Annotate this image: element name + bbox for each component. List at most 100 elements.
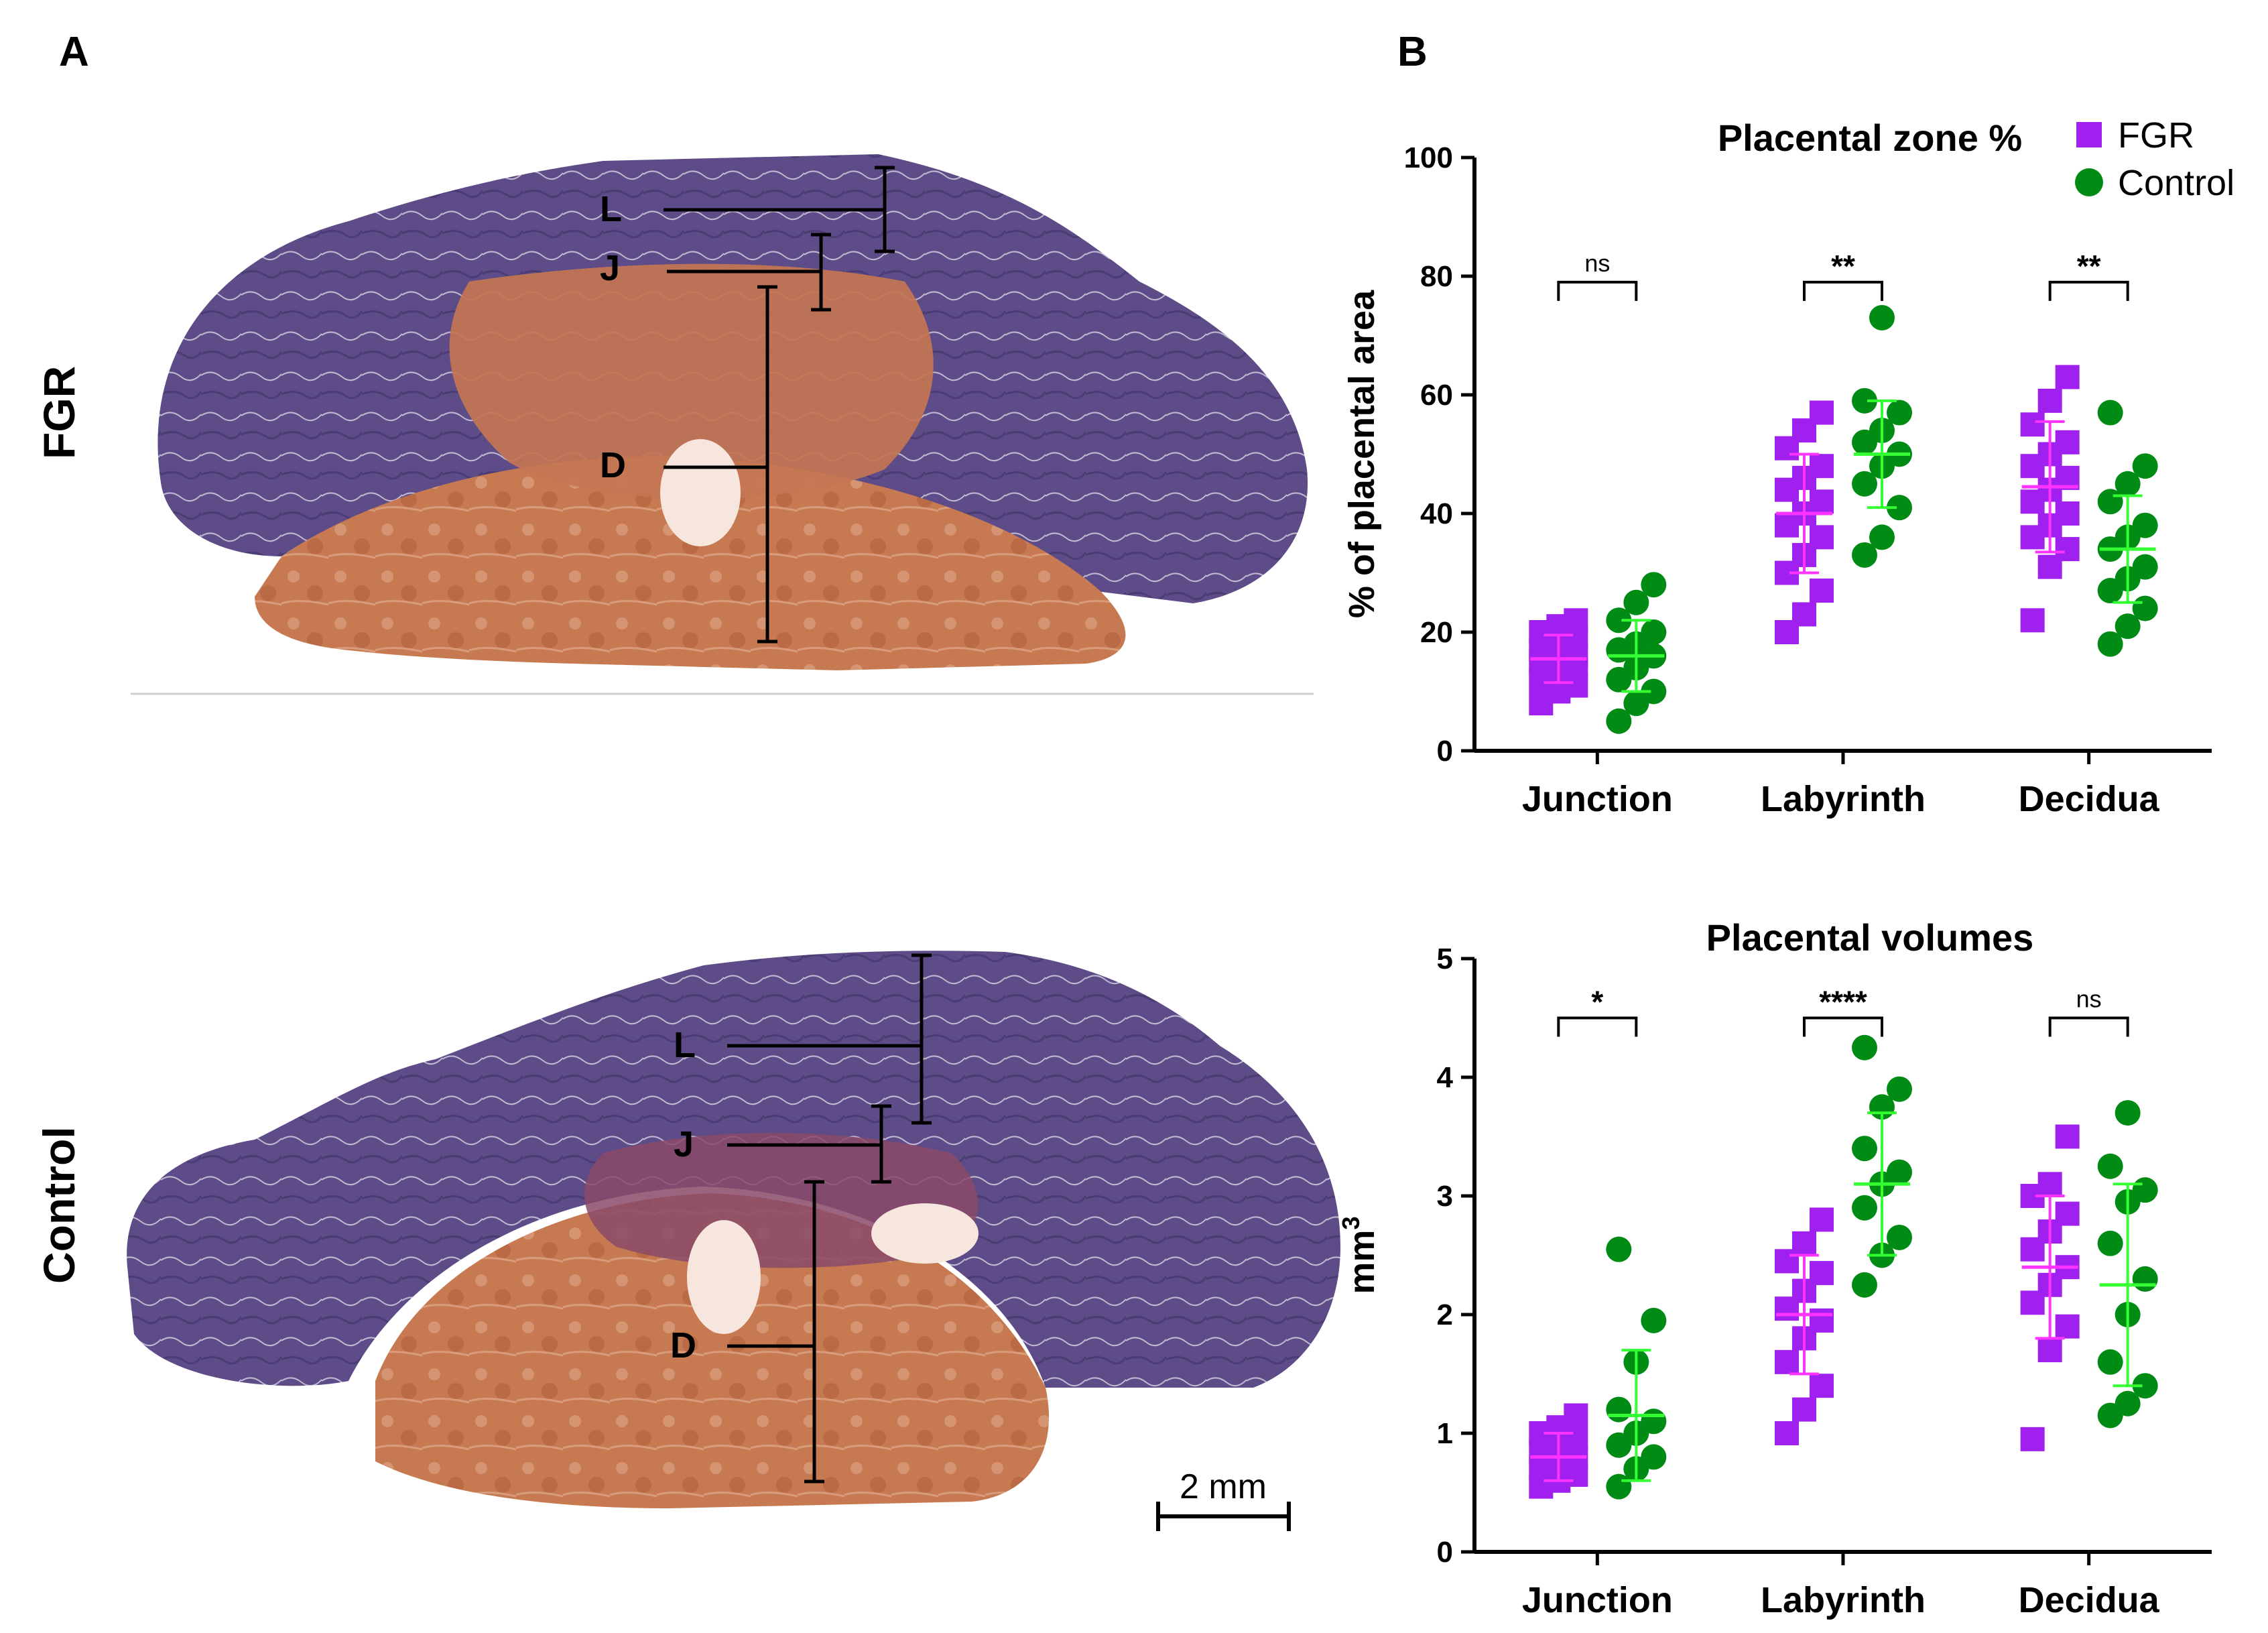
control-point — [1887, 1076, 1912, 1102]
control-point — [1641, 619, 1667, 645]
x-tick-label: Decidua — [2019, 1580, 2160, 1620]
control-point — [2132, 554, 2158, 580]
fgr-zone-d: D — [600, 445, 626, 485]
scale-bar — [1156, 1502, 1291, 1531]
legend: FGR Control — [2075, 115, 2234, 203]
control-point — [2115, 1390, 2141, 1416]
significance-bracket — [1803, 1016, 1883, 1037]
y-tick-label: 100 — [1404, 141, 1453, 174]
fgr-junction-zone — [449, 263, 934, 499]
fgr-point — [1792, 602, 1816, 627]
control-point — [2115, 613, 2141, 640]
control-point — [2097, 1153, 2123, 1179]
control-point — [1852, 387, 1877, 414]
fgr-point — [2020, 1427, 2045, 1451]
chart-placental-zone: Placental zone % 0 20 40 60 80 100 % of placent… — [1342, 117, 2212, 819]
chart-placental-volumes: Placental volumes 0 1 2 3 4 5 mm3 Junction Labyri… — [1337, 916, 2212, 1620]
control-point — [1606, 708, 1632, 734]
y-axis-title-superscript: 3 — [1337, 1216, 1365, 1229]
fgr-point — [2037, 388, 2062, 413]
control-point — [1869, 304, 1895, 330]
control-point — [2132, 1177, 2158, 1203]
control-point — [1852, 1272, 1877, 1298]
fgr-point — [1810, 400, 1834, 425]
fgr-zone-j: J — [600, 248, 620, 288]
fgr-point — [1810, 1261, 1834, 1286]
control-point — [1869, 524, 1895, 550]
fgr-point — [2037, 1172, 2062, 1197]
y-tick-label: 1 — [1437, 1417, 1453, 1450]
fgr-point — [1810, 1308, 1834, 1333]
fgr-point — [1792, 1397, 1816, 1422]
significance-label: **** — [1819, 985, 1867, 1020]
control-point — [1641, 1444, 1667, 1470]
significance-label: ns — [2076, 985, 2102, 1013]
significance-label: ns — [1584, 249, 1610, 277]
control-point — [1641, 572, 1667, 598]
control-point — [2132, 1266, 2158, 1292]
y-axis-title: mm3 — [1337, 1216, 1382, 1294]
y-tick-label: 2 — [1437, 1298, 1453, 1331]
legend-control-marker — [2075, 168, 2103, 196]
control-point — [2097, 1349, 2123, 1375]
fgr-point — [2055, 1314, 2080, 1339]
control-point — [1623, 589, 1649, 615]
scale-bar-label: 2 mm — [1180, 1467, 1267, 1506]
control-zone-annotations — [727, 953, 932, 1484]
fgr-point — [1564, 608, 1588, 633]
control-point — [2097, 631, 2123, 657]
significance-label: ** — [1831, 249, 1855, 284]
fgr-point — [2020, 608, 2045, 633]
y-tick-label: 40 — [1420, 497, 1453, 530]
y-tick-label: 80 — [1420, 260, 1453, 293]
fgr-point — [2055, 1124, 2080, 1149]
x-tick-label: Labyrinth — [1761, 1580, 1926, 1620]
legend-fgr-label: FGR — [2118, 115, 2194, 156]
control-point — [2132, 453, 2158, 479]
control-point — [2132, 512, 2158, 538]
x-tick-label: Decidua — [2019, 779, 2160, 819]
fgr-point — [1775, 1421, 1799, 1445]
fgr-decidua-zone — [255, 456, 1126, 670]
control-point — [1887, 400, 1912, 426]
control-point — [1641, 678, 1667, 705]
control-point — [1852, 1136, 1877, 1162]
panel-label-b: B — [1397, 29, 1428, 75]
significance-bracket — [2048, 280, 2129, 301]
control-section — [127, 951, 1341, 1508]
control-point — [1887, 495, 1912, 521]
fgr-point — [1775, 1349, 1799, 1374]
control-point — [1641, 1408, 1667, 1435]
control-point — [1887, 1159, 1912, 1185]
y-axis-title: % of placental area — [1342, 290, 1382, 618]
control-point — [2115, 1100, 2141, 1126]
significance-bracket — [1803, 280, 1883, 301]
panel-label-a: A — [59, 29, 89, 75]
fgr-point — [2055, 1201, 2080, 1226]
control-point — [1641, 1307, 1667, 1333]
fgr-point — [1792, 1231, 1816, 1256]
fgr-point — [1810, 1374, 1834, 1398]
x-tick-label: Junction — [1522, 779, 1673, 819]
legend-control-label: Control — [2118, 163, 2234, 203]
control-point — [1852, 542, 1877, 568]
fgr-point — [1810, 525, 1834, 550]
fgr-point — [2055, 537, 2080, 562]
control-point — [2132, 595, 2158, 621]
y-tick-label: 4 — [1437, 1061, 1454, 1094]
fgr-point — [2055, 430, 2080, 455]
y-tick-label: 0 — [1437, 735, 1453, 768]
fgr-point — [1564, 1403, 1588, 1428]
control-zone-j: J — [674, 1124, 694, 1164]
significance-bracket — [1557, 1016, 1638, 1037]
significance-bracket — [2048, 1016, 2129, 1037]
y-tick-label: 0 — [1437, 1536, 1453, 1569]
control-point — [1852, 1195, 1877, 1221]
chart-title: Placental volumes — [1706, 916, 2034, 959]
control-point — [1852, 471, 1877, 497]
control-point — [2097, 400, 2123, 426]
control-vessel-2 — [871, 1203, 979, 1264]
fgr-point — [2055, 365, 2080, 389]
x-tick-label: Labyrinth — [1761, 779, 1926, 819]
